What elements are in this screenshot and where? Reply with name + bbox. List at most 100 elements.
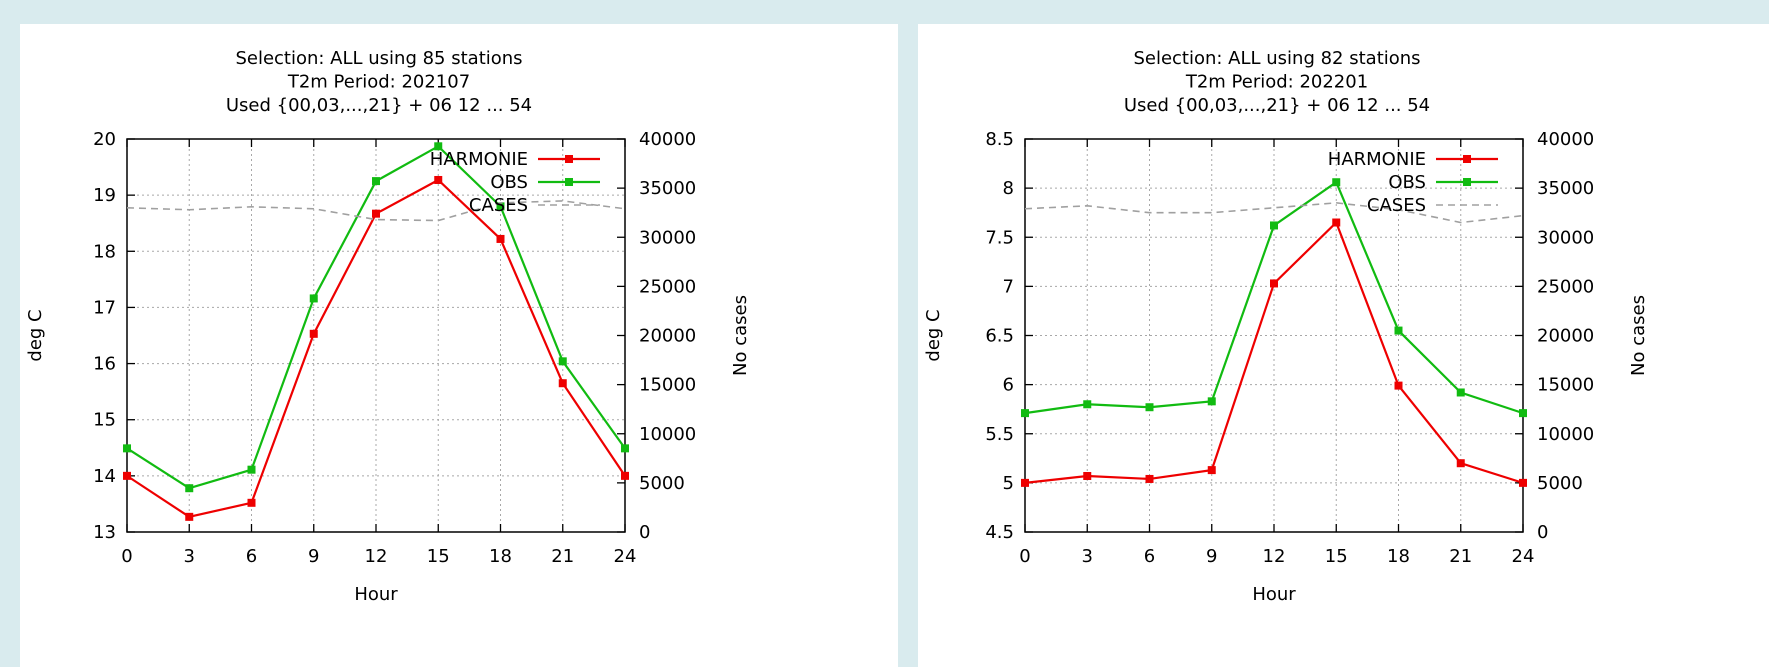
harmonie-series-point xyxy=(372,209,380,218)
legend-label-cases: CASES xyxy=(469,195,528,216)
y-axis-label: deg C xyxy=(923,309,944,361)
chart-title-line: Used {00,03,...,21} + 06 12 ... 54 xyxy=(226,95,532,116)
y-tick-label: 19 xyxy=(93,185,116,206)
obs-series-point xyxy=(434,142,443,151)
legend-label-harmonie: HARMONIE xyxy=(1328,149,1426,170)
obs-series-point xyxy=(1207,397,1216,406)
y-tick-label: 14 xyxy=(93,466,116,487)
harmonie-series-point xyxy=(496,234,505,243)
harmonie-series-point xyxy=(1021,478,1029,487)
y-axis-label: deg C xyxy=(25,309,46,361)
x-axis-label: Hour xyxy=(1252,584,1296,605)
obs-series-point xyxy=(496,202,505,211)
legend-marker-harmonie xyxy=(1463,155,1471,163)
obs-series-point xyxy=(309,294,318,303)
y2-tick-label: 40000 xyxy=(639,129,696,150)
chart-title-line: T2m Period: 202107 xyxy=(287,72,470,93)
chart-title-line: Selection: ALL using 82 stations xyxy=(1133,48,1420,69)
obs-series-point xyxy=(1083,400,1092,409)
x-tick-label: 18 xyxy=(1387,546,1410,567)
x-tick-label: 21 xyxy=(1449,546,1472,567)
legend-label-obs: OBS xyxy=(490,172,528,193)
harmonie-series-point xyxy=(1394,381,1403,390)
y2-tick-label: 15000 xyxy=(639,375,696,396)
x-tick-label: 15 xyxy=(427,546,450,567)
harmonie-series-point xyxy=(247,498,256,507)
chart-title-line: T2m Period: 202201 xyxy=(1185,72,1368,93)
harmonie-series-point xyxy=(621,471,629,480)
obs-series-point xyxy=(1270,221,1278,230)
x-tick-label: 3 xyxy=(184,546,195,567)
y2-tick-label: 40000 xyxy=(1537,129,1594,150)
y2-tick-label: 5000 xyxy=(1537,473,1583,494)
harmonie-series-point xyxy=(1519,478,1527,487)
obs-series-point xyxy=(558,357,567,366)
y2-tick-label: 0 xyxy=(1537,522,1548,543)
obs-series-line xyxy=(1024,180,1524,415)
harmonie-series-point xyxy=(1456,459,1465,468)
y-tick-label: 5 xyxy=(1003,473,1014,494)
chart-panel-january: Selection: ALL using 82 stations T2m Peri… xyxy=(918,24,1769,667)
y-tick-label: 18 xyxy=(93,241,116,262)
y-tick-label: 7.5 xyxy=(985,227,1014,248)
x-tick-label: 24 xyxy=(1512,546,1535,567)
obs-series-point xyxy=(1519,409,1527,418)
x-tick-label: 12 xyxy=(365,546,388,567)
harmonie-series-line xyxy=(1024,220,1524,484)
obs-series-point xyxy=(1456,388,1465,397)
chart-panel-july: Selection: ALL using 85 stations T2m Peri… xyxy=(20,24,898,667)
y-tick-label: 8.5 xyxy=(985,129,1014,150)
harmonie-series-point xyxy=(434,175,443,184)
harmonie-series-point xyxy=(1332,218,1341,227)
x-tick-label: 0 xyxy=(1019,546,1030,567)
obs-series-point xyxy=(1332,178,1341,187)
y2-tick-label: 0 xyxy=(639,522,650,543)
y2-tick-label: 30000 xyxy=(639,227,696,248)
y-tick-label: 6.5 xyxy=(985,326,1014,347)
x-tick-label: 6 xyxy=(246,546,257,567)
y-tick-label: 5.5 xyxy=(985,424,1014,445)
obs-series-point xyxy=(1145,403,1154,412)
y2-tick-label: 5000 xyxy=(639,473,685,494)
legend-marker-obs xyxy=(565,178,573,186)
x-tick-label: 21 xyxy=(551,546,574,567)
y2-tick-label: 20000 xyxy=(1537,326,1594,347)
x-tick-label: 9 xyxy=(308,546,319,567)
y-tick-label: 8 xyxy=(1003,178,1014,199)
harmonie-series-point xyxy=(309,329,318,338)
x-tick-label: 15 xyxy=(1325,546,1348,567)
obs-series-point xyxy=(185,484,194,493)
y2-tick-label: 20000 xyxy=(639,326,696,347)
x-tick-label: 12 xyxy=(1263,546,1286,567)
obs-series-point xyxy=(372,177,380,186)
chart-svg: Selection: ALL using 85 stations T2m Peri… xyxy=(25,48,751,605)
x-tick-label: 9 xyxy=(1206,546,1217,567)
y2-tick-label: 25000 xyxy=(1537,276,1594,297)
harmonie-series-point xyxy=(123,471,131,480)
harmonie-series-point xyxy=(558,379,567,388)
obs-series-point xyxy=(1394,326,1403,335)
legend-marker-obs xyxy=(1463,178,1471,186)
y-tick-label: 7 xyxy=(1003,276,1014,297)
legend-label-cases: CASES xyxy=(1367,195,1426,216)
y2-axis-label: No cases xyxy=(1628,295,1649,376)
y-tick-label: 13 xyxy=(93,522,116,543)
harmonie-series-point xyxy=(1270,279,1278,288)
y-tick-label: 17 xyxy=(93,297,116,318)
y-tick-label: 15 xyxy=(93,410,116,431)
y2-axis-label: No cases xyxy=(730,295,751,376)
y2-tick-label: 35000 xyxy=(1537,178,1594,199)
chart-title-line: Used {00,03,...,21} + 06 12 ... 54 xyxy=(1124,95,1430,116)
y-tick-label: 4.5 xyxy=(985,522,1014,543)
harmonie-series-point xyxy=(1207,466,1216,475)
y2-tick-label: 35000 xyxy=(639,178,696,199)
harmonie-series-point xyxy=(185,512,194,521)
y-tick-label: 16 xyxy=(93,354,116,375)
x-tick-label: 6 xyxy=(1144,546,1155,567)
x-axis-label: Hour xyxy=(354,584,398,605)
x-tick-label: 18 xyxy=(489,546,512,567)
chart-svg: Selection: ALL using 82 stations T2m Peri… xyxy=(923,48,1649,605)
x-tick-label: 24 xyxy=(614,546,637,567)
y-tick-label: 6 xyxy=(1003,375,1014,396)
obs-series-line xyxy=(126,144,626,490)
